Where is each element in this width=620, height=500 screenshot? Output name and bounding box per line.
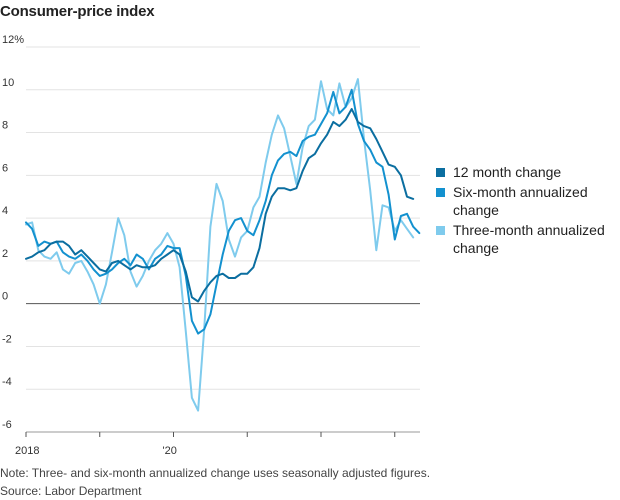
x-axis: 2018 '20 — [15, 431, 420, 457]
series-line-three-month — [25, 78, 415, 412]
y-tick-label: 2 — [2, 248, 8, 260]
y-tick-label: 8 — [2, 120, 8, 132]
series-line-six-month — [25, 88, 421, 335]
y-axis-tick-labels: 12% 10 8 6 4 2 0 -2 -4 -6 — [2, 34, 24, 431]
legend-label-six-month: Six-month annualized change — [453, 184, 588, 218]
y-tick-label: 0 — [2, 291, 8, 303]
legend: 12 month change Six-month annualized cha… — [436, 163, 620, 259]
line-chart: 12% 10 8 6 4 2 0 -2 -4 -6 2018 '20 — [2, 34, 421, 457]
legend-swatch-six-month — [436, 188, 445, 197]
chart-source: Source: Labor Department — [0, 484, 142, 498]
y-tick-label: 6 — [2, 162, 8, 174]
series-lines — [25, 78, 421, 412]
y-tick-label: -2 — [2, 333, 12, 345]
legend-label-three-month: Three-month annualized change — [453, 222, 605, 256]
legend-swatch-three-month — [436, 226, 445, 235]
legend-label-12-month: 12 month change — [453, 164, 562, 180]
y-tick-label: 10 — [2, 77, 14, 89]
legend-item-12-month: 12 month change — [436, 163, 620, 181]
y-tick-label: 12% — [2, 34, 24, 46]
y-tick-label: -6 — [2, 419, 12, 431]
chart-note: Note: Three- and six-month annualized ch… — [0, 466, 431, 480]
series-line-12-month — [25, 108, 415, 303]
legend-swatch-12-month — [436, 168, 445, 177]
y-tick-label: -4 — [2, 376, 12, 388]
x-tick-label: '20 — [163, 445, 177, 457]
legend-item-six-month: Six-month annualized change — [436, 183, 620, 219]
y-tick-label: 4 — [2, 205, 8, 217]
x-tick-label: 2018 — [15, 445, 39, 457]
legend-item-three-month: Three-month annualized change — [436, 221, 620, 257]
chart-title: Consumer-price index — [0, 3, 155, 20]
